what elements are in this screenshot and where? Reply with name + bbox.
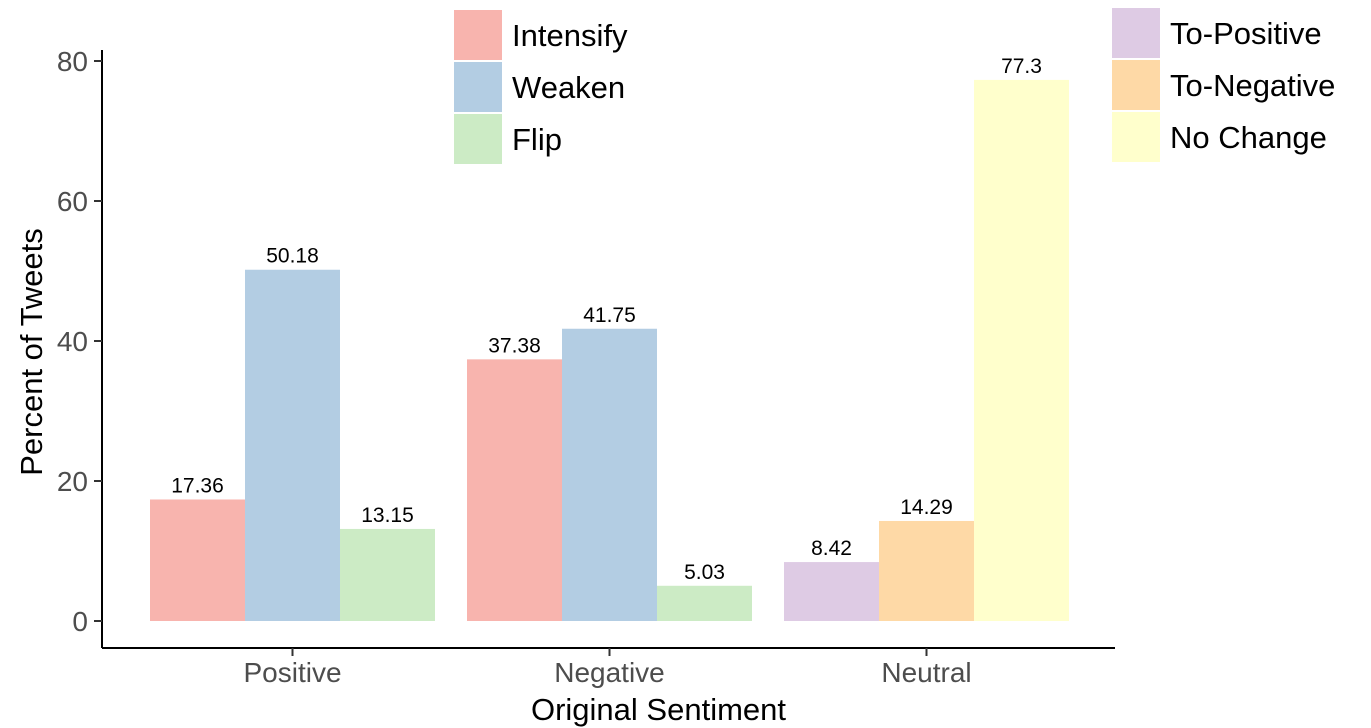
y-ticks: 0 20 40 60 80 [57, 46, 102, 637]
value-label-neutral-no-change: 77.3 [1001, 55, 1042, 78]
x-tick-label-positive: Positive [243, 657, 341, 688]
legend-label-to-positive: To-Positive [1170, 16, 1322, 51]
legend-swatch-weaken [454, 62, 502, 112]
bar-positive-intensify [150, 499, 245, 621]
legend-neutral-outcomes: To-Positive To-Negative No Change [1112, 8, 1335, 162]
bars-layer [150, 79, 1069, 621]
x-ticks: Positive Negative Neutral [243, 648, 972, 688]
x-axis-title: Original Sentiment [531, 692, 786, 727]
value-label-positive-flip: 13.15 [361, 504, 414, 527]
bar-neutral-to-positive [784, 562, 879, 621]
y-tick-label-40: 40 [57, 326, 88, 357]
y-tick-label-0: 0 [72, 606, 88, 637]
bar-negative-flip [657, 585, 752, 621]
bar-positive-flip [340, 528, 435, 621]
legend-label-weaken: Weaken [512, 70, 625, 105]
legend-swatch-intensify [454, 10, 502, 60]
value-labels-layer: 17.36 50.18 13.15 37.38 41.75 5.03 8.42 14.29 77… [171, 55, 1042, 584]
bar-neutral-to-negative [879, 520, 974, 621]
value-label-negative-intensify: 37.38 [488, 334, 541, 357]
value-label-positive-weaken: 50.18 [266, 245, 319, 268]
legend-label-to-negative: To-Negative [1170, 68, 1335, 103]
legend-swatch-to-negative [1112, 60, 1160, 110]
value-label-positive-intensify: 17.36 [171, 474, 224, 497]
y-tick-label-60: 60 [57, 186, 88, 217]
legend-change-types: Intensify Weaken Flip [454, 10, 628, 164]
value-label-negative-weaken: 41.75 [583, 304, 636, 327]
legend-swatch-no-change [1112, 112, 1160, 162]
value-label-neutral-to-negative: 14.29 [900, 496, 953, 519]
value-label-negative-flip: 5.03 [684, 561, 725, 584]
y-axis-title: Percent of Tweets [14, 228, 49, 476]
legend-label-intensify: Intensify [512, 18, 628, 53]
bar-positive-weaken [245, 269, 340, 621]
y-tick-label-80: 80 [57, 46, 88, 77]
x-tick-label-neutral: Neutral [881, 657, 971, 688]
legend-swatch-to-positive [1112, 8, 1160, 58]
bar-neutral-no-change [974, 79, 1069, 621]
bar-negative-intensify [467, 359, 562, 621]
bar-negative-weaken [562, 328, 657, 621]
y-tick-label-20: 20 [57, 466, 88, 497]
legend-swatch-flip [454, 114, 502, 164]
legend-label-flip: Flip [512, 122, 562, 157]
value-label-neutral-to-positive: 8.42 [811, 537, 852, 560]
x-tick-label-negative: Negative [554, 657, 665, 688]
legend-label-no-change: No Change [1170, 120, 1327, 155]
